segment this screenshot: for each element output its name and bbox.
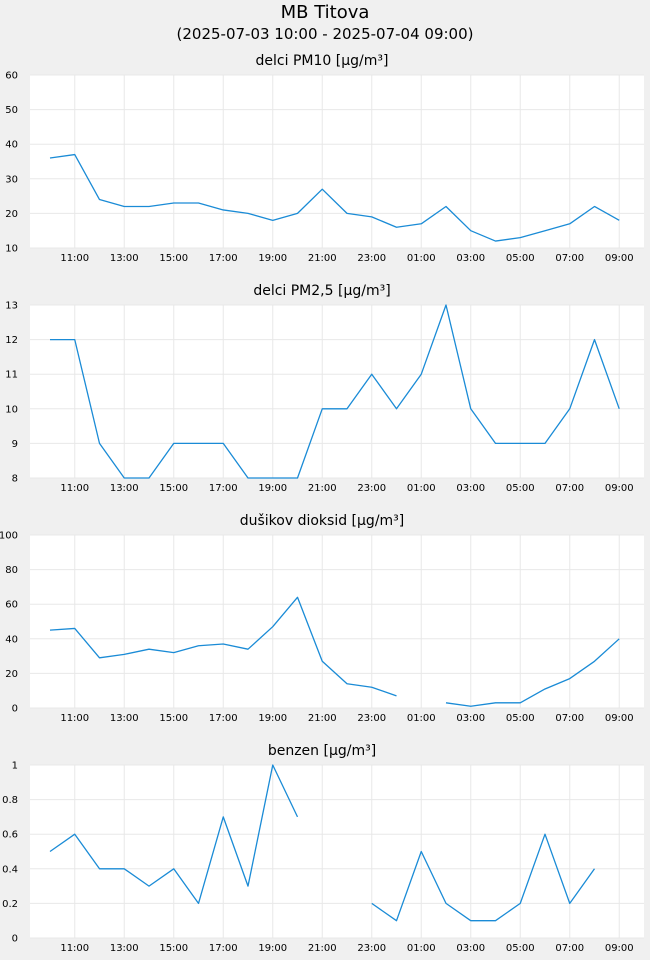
x-tick-label: 03:00 — [456, 253, 485, 264]
x-tick-label: 07:00 — [555, 943, 584, 954]
x-tick-label: 17:00 — [209, 713, 238, 724]
series-line — [49, 764, 299, 905]
x-tick-label: 03:00 — [456, 483, 485, 494]
y-tick-label: 8 — [12, 474, 18, 485]
series-line — [50, 304, 620, 479]
chart-panel-4: 0 0.2 0.4 0.6 0.8 1 11:00 13:00 15:00 17:00 19:00 2… — [2, 743, 644, 954]
x-tick-label: 11:00 — [60, 713, 89, 724]
plot-area — [30, 765, 644, 938]
y-tick-label: 0.2 — [2, 899, 18, 910]
x-tick-label: 23:00 — [357, 483, 386, 494]
y-tick-label: 10 — [5, 404, 18, 415]
x-tick-label: 23:00 — [357, 713, 386, 724]
x-tick-label: 15:00 — [159, 483, 188, 494]
chart-panel-3: 0 20 40 60 80 100 11:00 13:00 15:00 17:00 19:00 21:… — [0, 513, 644, 724]
x-tick-label: 15:00 — [159, 943, 188, 954]
plot-area — [30, 75, 644, 248]
x-tick-label: 13:00 — [110, 253, 139, 264]
y-tick-label: 60 — [5, 71, 18, 82]
chart-title: delci PM2,5 [µg/m³] — [253, 283, 390, 299]
x-tick-label: 13:00 — [110, 713, 139, 724]
chart-title: dušikov dioksid [µg/m³] — [240, 513, 405, 529]
x-tick-label: 05:00 — [506, 713, 535, 724]
y-tick-label: 20 — [5, 669, 18, 680]
x-tick-label: 19:00 — [258, 483, 287, 494]
y-tick-label: 100 — [0, 531, 18, 542]
x-tick-label: 13:00 — [110, 943, 139, 954]
plot-area — [30, 305, 644, 478]
y-tick-label: 0.6 — [2, 830, 18, 841]
y-tick-label: 0.4 — [2, 864, 18, 875]
x-tick-label: 07:00 — [555, 253, 584, 264]
x-tick-label: 13:00 — [110, 483, 139, 494]
series-line — [49, 596, 397, 697]
x-tick-label: 11:00 — [60, 483, 89, 494]
x-tick-label: 17:00 — [209, 943, 238, 954]
x-tick-label: 21:00 — [308, 253, 337, 264]
y-tick-label: 0.8 — [2, 795, 18, 806]
y-tick-label: 0 — [12, 934, 18, 945]
y-tick-label: 40 — [5, 634, 18, 645]
x-tick-label: 07:00 — [555, 713, 584, 724]
x-tick-label: 01:00 — [407, 253, 436, 264]
series-line — [371, 833, 596, 922]
x-tick-label: 19:00 — [258, 943, 287, 954]
y-tick-label: 20 — [5, 209, 18, 220]
x-tick-label: 23:00 — [357, 943, 386, 954]
x-tick-label: 05:00 — [506, 943, 535, 954]
y-tick-label: 9 — [12, 439, 18, 450]
x-tick-label: 17:00 — [209, 253, 238, 264]
x-tick-label: 05:00 — [506, 253, 535, 264]
x-tick-label: 15:00 — [159, 253, 188, 264]
y-tick-label: 50 — [5, 105, 18, 116]
x-tick-label: 11:00 — [60, 943, 89, 954]
x-tick-label: 17:00 — [209, 483, 238, 494]
series-line — [445, 638, 620, 707]
x-tick-label: 05:00 — [506, 483, 535, 494]
y-tick-label: 30 — [5, 174, 18, 185]
y-tick-label: 13 — [5, 301, 18, 312]
page-title: MB Titova — [280, 2, 370, 23]
x-tick-label: 21:00 — [308, 483, 337, 494]
y-tick-label: 10 — [5, 244, 18, 255]
series-line — [49, 153, 620, 242]
y-tick-label: 0 — [12, 704, 18, 715]
x-tick-label: 21:00 — [308, 713, 337, 724]
plot-area — [30, 535, 644, 708]
chart-panel-1: 10 20 30 40 50 60 11:00 13:00 15:00 17:00 19:00 21:… — [5, 53, 644, 264]
x-tick-label: 09:00 — [605, 253, 634, 264]
y-tick-label: 60 — [5, 600, 18, 611]
x-tick-label: 09:00 — [605, 483, 634, 494]
x-tick-label: 11:00 — [60, 253, 89, 264]
x-tick-label: 09:00 — [605, 713, 634, 724]
y-tick-label: 12 — [5, 335, 18, 346]
x-tick-label: 03:00 — [456, 713, 485, 724]
x-tick-label: 03:00 — [456, 943, 485, 954]
x-tick-label: 23:00 — [357, 253, 386, 264]
x-tick-label: 01:00 — [407, 713, 436, 724]
y-tick-label: 40 — [5, 140, 18, 151]
y-tick-label: 1 — [12, 761, 18, 772]
chart-panel-2: 8 9 10 11 12 13 11:00 13:00 15:00 17:00 19:00 21:00… — [5, 283, 644, 494]
x-tick-label: 01:00 — [407, 483, 436, 494]
x-tick-label: 15:00 — [159, 713, 188, 724]
x-tick-label: 07:00 — [555, 483, 584, 494]
page-subtitle: (2025-07-03 10:00 - 2025-07-04 09:00) — [176, 25, 474, 43]
x-tick-label: 01:00 — [407, 943, 436, 954]
chart-title: delci PM10 [µg/m³] — [256, 53, 389, 69]
x-tick-label: 19:00 — [258, 713, 287, 724]
x-tick-label: 09:00 — [605, 943, 634, 954]
x-tick-label: 21:00 — [308, 943, 337, 954]
x-tick-label: 19:00 — [258, 253, 287, 264]
chart-title: benzen [µg/m³] — [268, 743, 376, 759]
y-tick-label: 11 — [5, 370, 18, 381]
y-tick-label: 80 — [5, 565, 18, 576]
